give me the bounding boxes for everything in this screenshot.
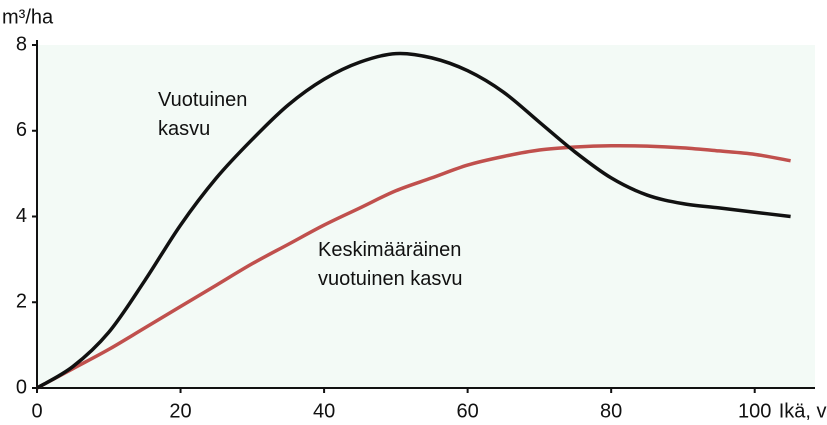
x-tick-label: 40 [313,400,335,422]
y-tick-label: 8 [16,33,27,55]
y-tick-label: 4 [16,205,27,227]
chart: m³/ha 02468020406080100Ikä, v [0,0,827,425]
x-tick-label: 20 [169,400,191,422]
y-tick-label: 0 [16,376,27,398]
y-tick-label: 6 [16,119,27,141]
y-axis-label: m³/ha [2,6,54,28]
annotation: Vuotuinen kasvu [158,86,278,144]
x-tick-label: 60 [457,400,479,422]
y-tick-label: 2 [16,291,27,313]
x-tick-label: 100 [738,400,771,422]
annotation: Keskimääräinen vuotuinen kasvu [318,236,498,294]
plot-background [38,45,815,387]
x-tick-label: 0 [31,400,42,422]
x-axis-label: Ikä, v [779,400,827,422]
chart-page: m³/ha 02468020406080100Ikä, v Vuotuinen … [0,0,827,425]
x-tick-label: 80 [600,400,622,422]
